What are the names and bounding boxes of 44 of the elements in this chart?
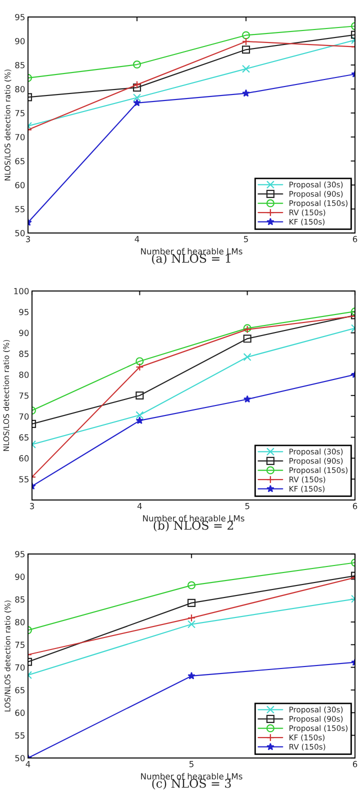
x-tick-label: 4 xyxy=(26,761,30,768)
y-tick-label: 80 xyxy=(15,618,25,626)
y-tick-label: 75 xyxy=(19,392,28,399)
y-tick-label: 85 xyxy=(15,596,24,603)
y-tick-label: 95 xyxy=(15,14,24,20)
y-tick-label: 65 xyxy=(19,434,28,441)
y-tick-label: 85 xyxy=(19,350,28,357)
y-tick-label: 60 xyxy=(15,710,25,716)
y-tick-label: 75 xyxy=(15,642,24,648)
x-tick-label: 5 xyxy=(244,236,248,242)
y-tick-label: 55 xyxy=(15,206,24,212)
x-tick-label: 5 xyxy=(245,503,250,510)
y-tick-label: 90 xyxy=(15,574,25,580)
y-tick-label: 95 xyxy=(15,550,24,558)
y-tick-label: 90 xyxy=(15,38,25,44)
x-tick-label: 6 xyxy=(352,236,358,242)
text: (b) NLOS = 2 xyxy=(154,520,234,532)
y-tick-label: 95 xyxy=(19,308,28,316)
x-tick-label: 3 xyxy=(30,502,34,510)
y-tick-label: 55 xyxy=(19,476,28,482)
y-tick-label: 70 xyxy=(15,134,25,140)
y-tick-label: 85 xyxy=(15,62,24,68)
y-tick-label: 90 xyxy=(19,330,29,336)
y-tick-label: 75 xyxy=(15,110,24,116)
y-tick-label: 55 xyxy=(15,732,24,739)
y-tick-label: 60 xyxy=(15,182,25,188)
text: (a) NLOS = 1 xyxy=(152,254,230,264)
y-tick-label: 50 xyxy=(15,754,25,762)
x-tick-label: 4 xyxy=(137,503,142,510)
y-tick-label: 50 xyxy=(15,230,25,236)
x-tick-label: 6 xyxy=(352,760,358,768)
x-tick-label: 4 xyxy=(134,236,140,242)
x-tick-label: 5 xyxy=(189,761,194,768)
y-tick-label: 70 xyxy=(15,664,25,671)
y-tick-label: 70 xyxy=(19,413,29,420)
y-tick-label: 60 xyxy=(19,455,29,462)
x-tick-label: 6 xyxy=(352,502,358,510)
text: (c) NLOS = 3 xyxy=(152,778,231,790)
x-tick-label: 3 xyxy=(26,236,30,242)
y-tick-label: 80 xyxy=(15,86,25,92)
y-tick-label: 65 xyxy=(15,158,24,164)
y-tick-label: 65 xyxy=(15,686,24,694)
y-tick-label: 100 xyxy=(14,288,29,294)
y-tick-label: 80 xyxy=(19,372,29,378)
